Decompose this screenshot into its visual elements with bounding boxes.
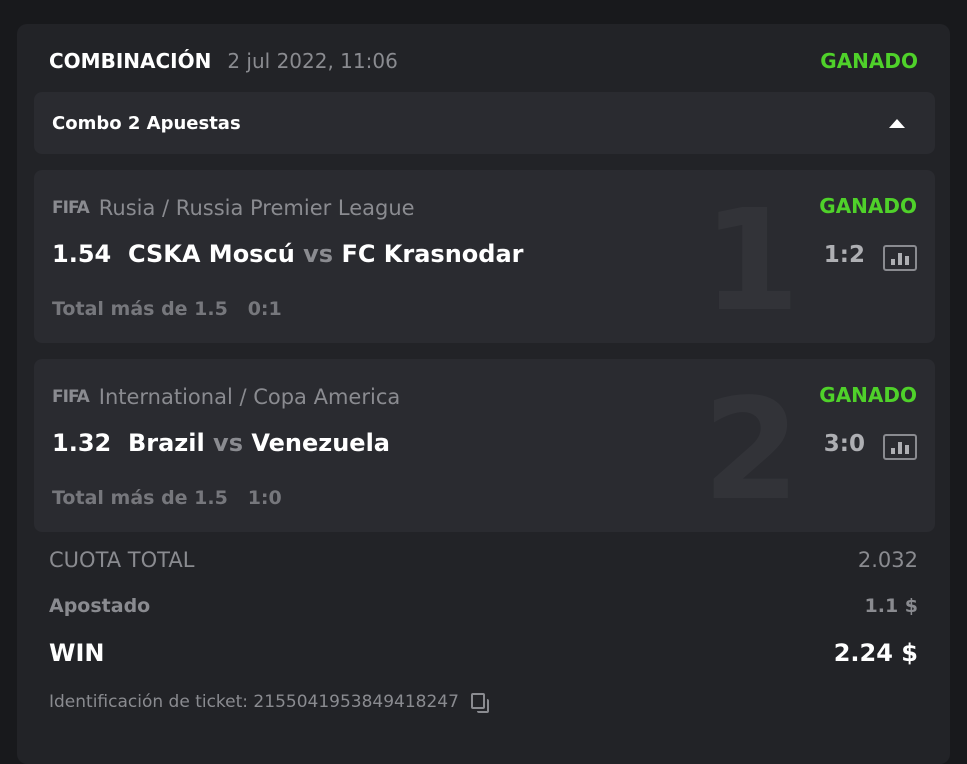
bet-odds: 1.54 — [52, 240, 112, 268]
away-team: FC Krasnodar — [341, 240, 524, 268]
bet-type-title: COMBINACIÓN — [49, 49, 212, 73]
market-score: 0:1 — [247, 298, 282, 320]
market-name: Total más de 1.5 — [52, 487, 228, 509]
match-line: 1.54 CSKA Moscú vs FC Krasnodar — [52, 240, 524, 268]
market-score: 1:0 — [247, 487, 282, 509]
staked-value: 1.1 $ — [864, 595, 919, 617]
staked-label: Apostado — [49, 595, 151, 617]
total-odds-label: CUOTA TOTAL — [49, 548, 195, 572]
win-label: WIN — [49, 639, 105, 667]
fifa-icon: FIFA — [52, 387, 90, 407]
ticket-id-text: Identificación de ticket: 21550419538494… — [49, 692, 459, 712]
win-row: WIN 2.24 $ — [49, 639, 918, 667]
total-odds-row: CUOTA TOTAL 2.032 — [49, 548, 918, 572]
bet-status: GANADO — [819, 194, 917, 218]
bet-date: 2 jul 2022, 11:06 — [227, 49, 398, 73]
stats-icon[interactable] — [883, 245, 917, 271]
total-odds-value: 2.032 — [857, 548, 918, 572]
vs-label: vs — [303, 240, 334, 268]
bet-index: 1 — [702, 180, 800, 343]
stats-icon[interactable] — [883, 434, 917, 460]
home-team: CSKA Moscú — [127, 240, 295, 268]
market: Total más de 1.5 0:1 — [52, 298, 282, 320]
staked-row: Apostado 1.1 $ — [49, 595, 918, 617]
vs-label: vs — [213, 429, 243, 457]
status-badge: GANADO — [820, 49, 918, 73]
bet-status: GANADO — [819, 383, 917, 407]
league-name: International / Copa America — [98, 385, 401, 409]
bet-index: 2 — [702, 369, 800, 532]
ticket-id: Identificación de ticket: 21550419538494… — [49, 692, 489, 713]
chevron-up-icon[interactable] — [889, 118, 905, 128]
bet-ticket-card: COMBINACIÓN 2 jul 2022, 11:06 GANADO Com… — [17, 24, 950, 764]
copy-icon[interactable] — [470, 693, 489, 713]
combo-toggle[interactable]: Combo 2 Apuestas — [34, 92, 935, 154]
market: Total más de 1.5 1:0 — [52, 487, 282, 509]
match-line: 1.32 Brazil vs Venezuela — [52, 429, 390, 457]
fifa-icon: FIFA — [52, 198, 90, 218]
away-team: Venezuela — [251, 429, 390, 457]
bet-odds: 1.32 — [52, 429, 112, 457]
win-value: 2.24 $ — [833, 639, 918, 667]
match-score: 3:0 — [823, 431, 865, 457]
home-team: Brazil — [127, 429, 205, 457]
bet-item: 1 FIFA Rusia / Russia Premier League GANA… — [34, 170, 935, 343]
league-name: Rusia / Russia Premier League — [98, 196, 415, 220]
bet-item: 2 FIFA International / Copa America GANAD… — [34, 359, 935, 532]
ticket-header: COMBINACIÓN 2 jul 2022, 11:06 GANADO — [49, 44, 918, 78]
match-score: 1:2 — [823, 242, 865, 268]
combo-label: Combo 2 Apuestas — [52, 112, 241, 134]
market-name: Total más de 1.5 — [52, 298, 228, 320]
